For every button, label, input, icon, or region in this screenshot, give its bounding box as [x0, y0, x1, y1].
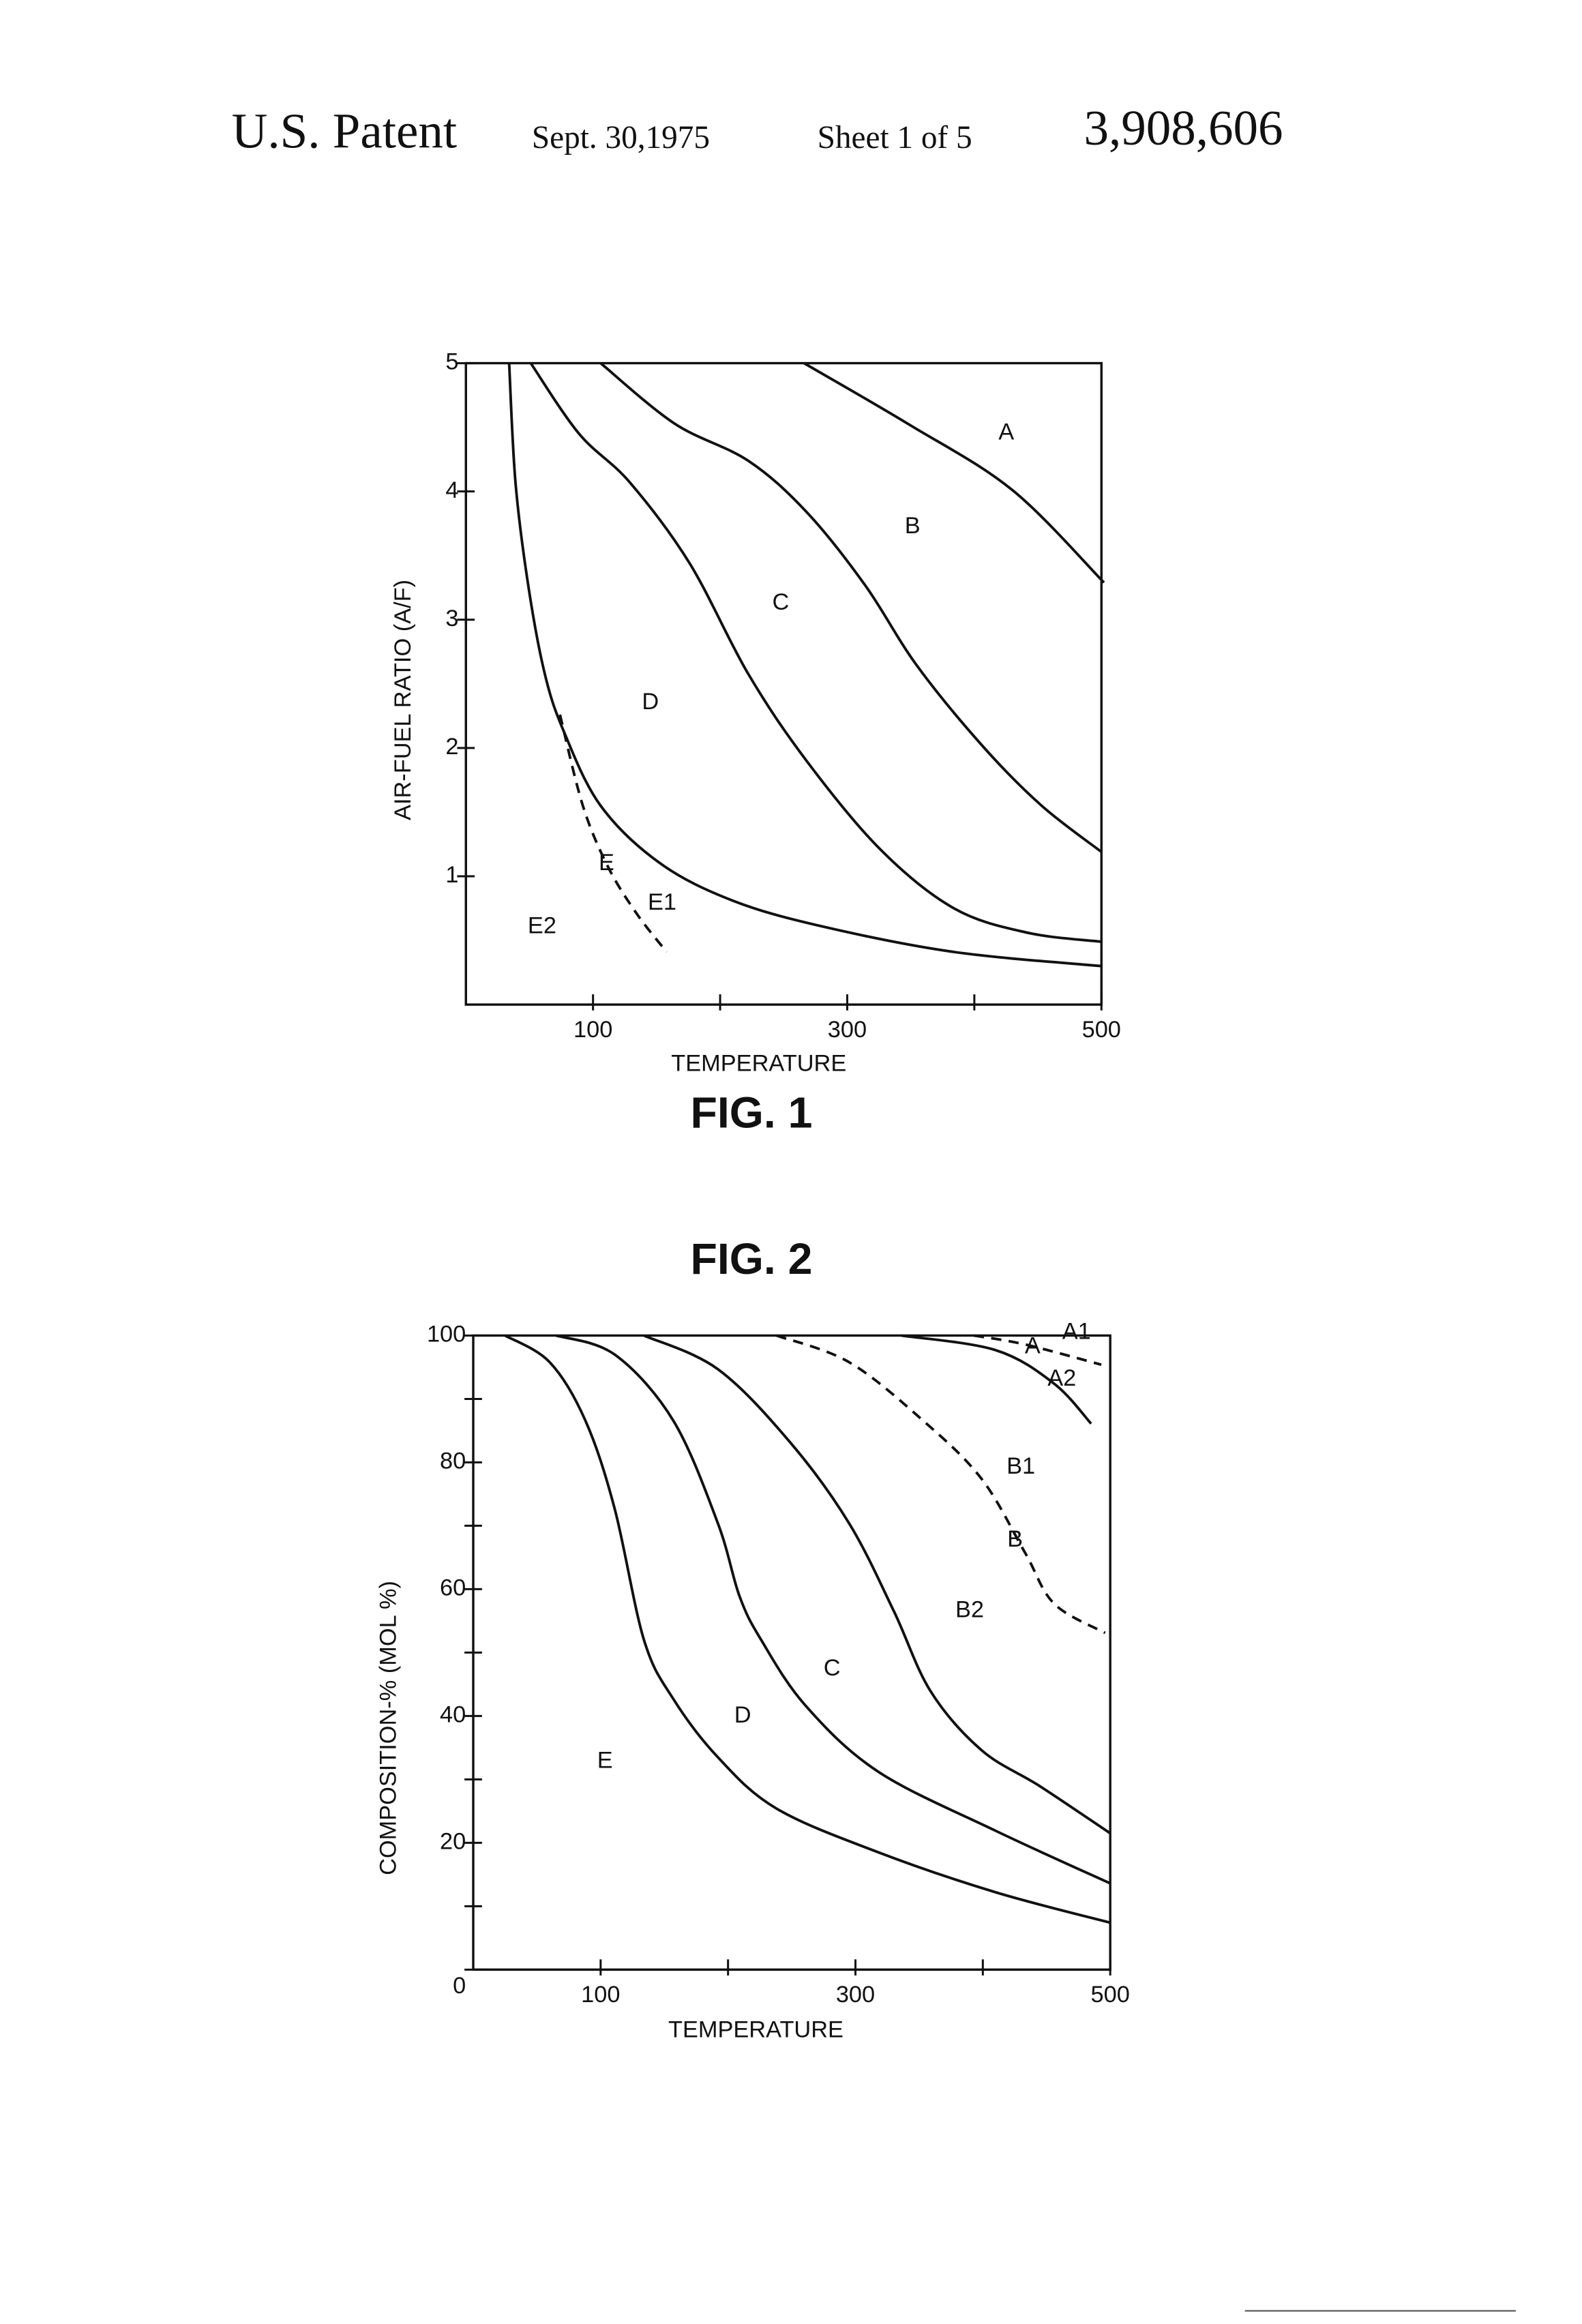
region-label: B1: [1006, 1453, 1035, 1479]
region-label: B2: [955, 1596, 984, 1622]
region-label: B: [905, 513, 921, 539]
region-label: A: [998, 419, 1014, 445]
x-tick-label: 500: [1090, 1982, 1129, 2008]
y-tick-label: 2: [445, 734, 458, 760]
region-label: C: [824, 1655, 841, 1681]
region-label: E: [599, 850, 614, 876]
region-label: A2: [1047, 1365, 1076, 1391]
header-sheet: Sheet 1 of 5: [818, 120, 972, 155]
region-label: A: [1025, 1333, 1041, 1359]
y-tick-label: 4: [445, 477, 458, 503]
region-label: B: [1007, 1526, 1023, 1552]
x-tick-label: 500: [1082, 1017, 1121, 1043]
header-date: Sept. 30,1975: [532, 120, 710, 155]
x-axis-label: TEMPERATURE: [671, 1050, 846, 1076]
y-tick-label: 60: [440, 1575, 466, 1600]
y-axis-label: COMPOSITION-% (MOL %): [376, 1581, 402, 1875]
y-tick-label: 1: [445, 862, 458, 888]
region-label: E1: [648, 889, 676, 915]
y-tick-label: 80: [440, 1448, 466, 1474]
y-tick-label: 5: [445, 349, 458, 375]
header-left: U.S. Patent: [232, 103, 458, 158]
figure-title: FIG. 2: [691, 1234, 813, 1283]
y-tick-label: 3: [445, 606, 458, 631]
x-tick-label: 100: [581, 1982, 620, 2008]
region-label: A1: [1062, 1318, 1091, 1344]
y-tick-label: 20: [440, 1828, 466, 1854]
y-tick-label: 0: [453, 1973, 466, 1999]
region-label: D: [642, 689, 659, 715]
region-label: D: [734, 1702, 751, 1728]
x-axis-label: TEMPERATURE: [668, 2017, 844, 2043]
figure-title: FIG. 1: [691, 1088, 813, 1137]
page: [0, 0, 1581, 2324]
y-tick-label: 40: [440, 1701, 466, 1727]
y-tick-label: 100: [427, 1322, 466, 1347]
x-tick-label: 300: [836, 1982, 875, 2008]
header-number: 3,908,606: [1084, 100, 1283, 155]
patent-sheet: U.S. Patent Sept. 30,1975 Sheet 1 of 5 3…: [0, 0, 1582, 2324]
region-label: E: [597, 1747, 613, 1773]
y-axis-label: AIR-FUEL RATIO (A/F): [390, 580, 416, 820]
x-tick-label: 300: [828, 1017, 867, 1043]
x-tick-label: 100: [573, 1017, 612, 1043]
region-label: E2: [528, 912, 556, 938]
region-label: C: [773, 589, 790, 615]
